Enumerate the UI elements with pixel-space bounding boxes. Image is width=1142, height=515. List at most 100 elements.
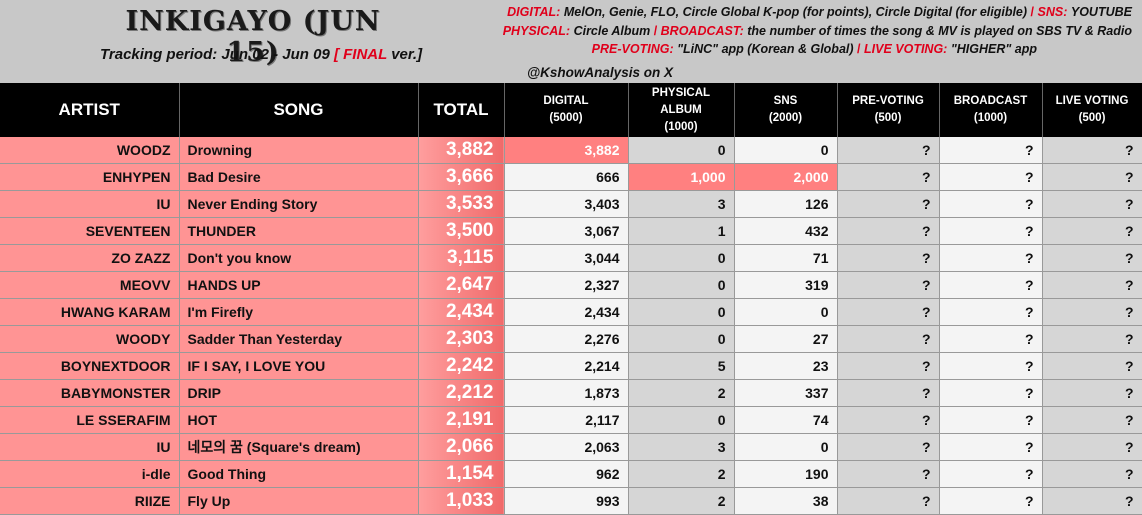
broadcast-cell: ? [939, 298, 1043, 326]
digital-cell: 3,044 [504, 244, 629, 272]
livevoting-cell: ? [1042, 433, 1142, 461]
col-header-broadcast-line-1: BROADCAST [953, 95, 1028, 107]
song-cell: HANDS UP [179, 271, 419, 299]
broadcast-cell: ? [939, 190, 1043, 218]
artist-cell: MEOVV [0, 271, 180, 299]
prevoting-cell: ? [837, 217, 940, 245]
broadcast-cell: ? [939, 325, 1043, 353]
total-cell: 2,212 [418, 379, 505, 407]
total-cell: 2,066 [418, 433, 505, 461]
physical-cell: 5 [628, 352, 735, 380]
sns-cell: 38 [734, 487, 838, 515]
table-body: WOODZ Drowning 3,882 3,882 0 0 ? ? ? ENH… [0, 137, 1142, 515]
legend-separator: / [653, 23, 658, 38]
digital-cell: 962 [504, 460, 629, 488]
livevoting-cell: ? [1042, 406, 1142, 434]
legend-prevoting-label: PRE-VOTING: [591, 42, 674, 56]
song-cell: Sadder Than Yesterday [179, 325, 419, 353]
legend-line-3: PRE-VOTING: "LiNC" app (Korean & Global)… [442, 40, 1132, 59]
broadcast-cell: ? [939, 487, 1043, 515]
artist-cell: RIIZE [0, 487, 180, 515]
digital-cell: 2,327 [504, 271, 629, 299]
physical-cell: 0 [628, 406, 735, 434]
sns-cell: 27 [734, 325, 838, 353]
col-header-livevoting-line-2: (500) [1078, 112, 1106, 124]
col-header-broadcast-line-2: (1000) [973, 112, 1008, 124]
credit-handle: @KshowAnalysis on X [527, 65, 673, 80]
digital-cell: 1,873 [504, 379, 629, 407]
total-cell: 3,666 [418, 163, 505, 191]
legend-digital-text: MelOn, Genie, FLO, Circle Global K-pop (… [563, 5, 1028, 19]
legend-broadcast-label: BROADCAST: [660, 23, 744, 38]
col-header-sns: SNS (2000) [734, 83, 838, 137]
table-row: BOYNEXTDOOR IF I SAY, I LOVE YOU 2,242 2… [0, 352, 1142, 380]
song-cell: Drowning [179, 137, 419, 164]
sns-cell: 74 [734, 406, 838, 434]
chart-header: INKIGAYO (JUN 15) Tracking period: Jun 0… [0, 0, 1142, 83]
table-row: LE SSERAFIM HOT 2,191 2,117 0 74 ? ? ? [0, 406, 1142, 434]
legend-physical-text: Circle Album [573, 23, 651, 38]
physical-cell: 3 [628, 190, 735, 218]
prevoting-cell: ? [837, 244, 940, 272]
song-cell: HOT [179, 406, 419, 434]
legend-sns-label: SNS: [1037, 5, 1068, 19]
livevoting-cell: ? [1042, 244, 1142, 272]
digital-cell: 993 [504, 487, 629, 515]
col-header-physical: PHYSICAL ALBUM (1000) [628, 83, 735, 137]
total-cell: 3,533 [418, 190, 505, 218]
col-header-prevoting-line-1: PRE-VOTING [852, 95, 924, 107]
table-row: i-dle Good Thing 1,154 962 2 190 ? ? ? [0, 460, 1142, 488]
physical-cell: 2 [628, 460, 735, 488]
legend-digital-label: DIGITAL: [507, 5, 561, 19]
digital-cell: 2,276 [504, 325, 629, 353]
song-cell: Good Thing [179, 460, 419, 488]
total-cell: 3,882 [418, 137, 505, 164]
song-cell: Never Ending Story [179, 190, 419, 218]
prevoting-cell: ? [837, 433, 940, 461]
prevoting-cell: ? [837, 163, 940, 191]
legend-sns-text: YOUTUBE [1070, 5, 1132, 19]
total-cell: 2,647 [418, 271, 505, 299]
prevoting-cell: ? [837, 406, 940, 434]
artist-cell: WOODY [0, 325, 180, 353]
livevoting-cell: ? [1042, 352, 1142, 380]
table-row: MEOVV HANDS UP 2,647 2,327 0 319 ? ? ? [0, 271, 1142, 299]
song-cell: Don't you know [179, 244, 419, 272]
prevoting-cell: ? [837, 460, 940, 488]
sns-cell: 337 [734, 379, 838, 407]
prevoting-cell: ? [837, 190, 940, 218]
song-cell: THUNDER [179, 217, 419, 245]
version-suffix: ver.] [391, 46, 423, 63]
digital-cell: 3,403 [504, 190, 629, 218]
digital-cell: 2,063 [504, 433, 629, 461]
livevoting-cell: ? [1042, 325, 1142, 353]
table-header-row: ARTIST SONG TOTAL DIGITAL (5000) PHYSICA… [0, 83, 1142, 137]
physical-cell: 1 [628, 217, 735, 245]
broadcast-cell: ? [939, 352, 1043, 380]
final-label: FINAL [343, 46, 388, 63]
artist-cell: BABYMONSTER [0, 379, 180, 407]
artist-cell: BOYNEXTDOOR [0, 352, 180, 380]
artist-cell: WOODZ [0, 137, 180, 164]
table-row: ZO ZAZZ Don't you know 3,115 3,044 0 71 … [0, 244, 1142, 272]
col-header-digital: DIGITAL (5000) [504, 83, 629, 137]
legend-separator: / [857, 42, 861, 56]
col-header-sns-line-2: (2000) [768, 112, 803, 124]
livevoting-cell: ? [1042, 190, 1142, 218]
artist-cell: i-dle [0, 460, 180, 488]
legend-line-1: DIGITAL: MelOn, Genie, FLO, Circle Globa… [442, 3, 1132, 22]
sns-cell: 23 [734, 352, 838, 380]
table-row: WOODY Sadder Than Yesterday 2,303 2,276 … [0, 325, 1142, 353]
livevoting-cell: ? [1042, 298, 1142, 326]
col-header-digital-line-2: (5000) [549, 112, 583, 124]
digital-cell: 3,882 [504, 137, 629, 164]
digital-cell: 2,117 [504, 406, 629, 434]
physical-cell: 0 [628, 325, 735, 353]
physical-cell: 0 [628, 271, 735, 299]
col-header-physical-line-3: (1000) [664, 120, 698, 133]
physical-cell: 1,000 [628, 163, 735, 191]
sns-cell: 2,000 [734, 163, 838, 191]
livevoting-cell: ? [1042, 460, 1142, 488]
col-header-prevoting: PRE-VOTING (500) [837, 83, 940, 137]
legend-separator: / [1030, 5, 1035, 19]
